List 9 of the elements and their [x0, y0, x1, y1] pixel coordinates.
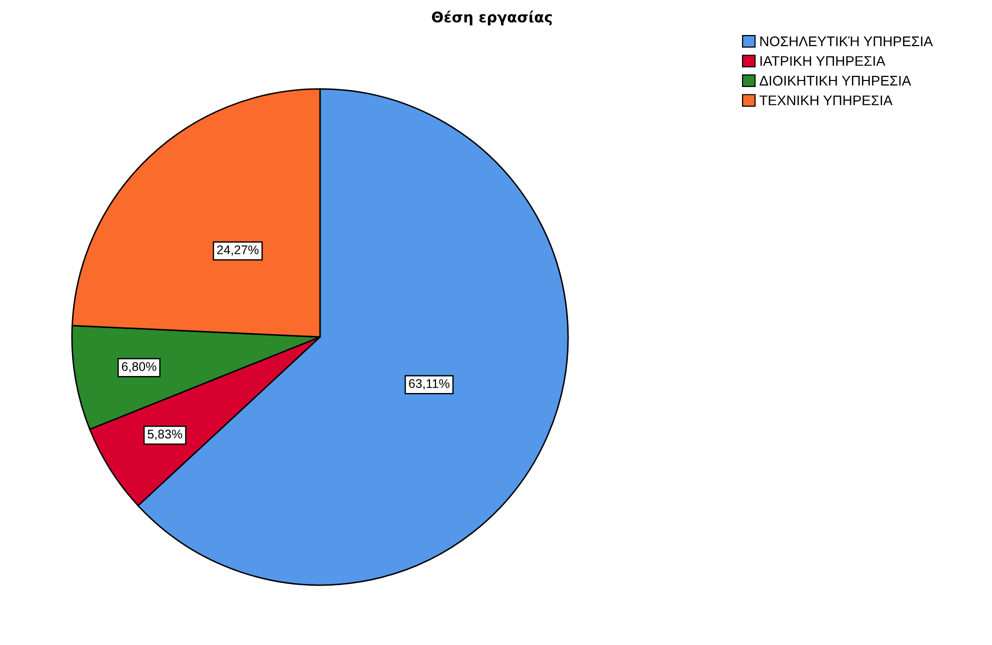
data-label: 63,11%: [409, 379, 450, 390]
legend-label: ΔΙΟΙΚΗΤΙΚΗ ΥΠΗΡΕΣΙΑ: [760, 76, 912, 86]
data-label: 24,27%: [217, 245, 259, 256]
chart-title: Θέση εργασίας: [432, 10, 552, 26]
legend-label: ΤΕΧΝΙΚΗ ΥΠΗΡΕΣΙΑ: [760, 96, 893, 106]
legend-label: ΝΟΣΗΛΕΥΤΙΚΉ ΥΠΗΡΕΣΙΑ: [760, 36, 933, 46]
legend-label: ΙΑΤΡΙΚΗ ΥΠΗΡΕΣΙΑ: [760, 56, 886, 66]
data-label: 5,83%: [148, 430, 182, 440]
data-label: 6,80%: [122, 362, 156, 372]
